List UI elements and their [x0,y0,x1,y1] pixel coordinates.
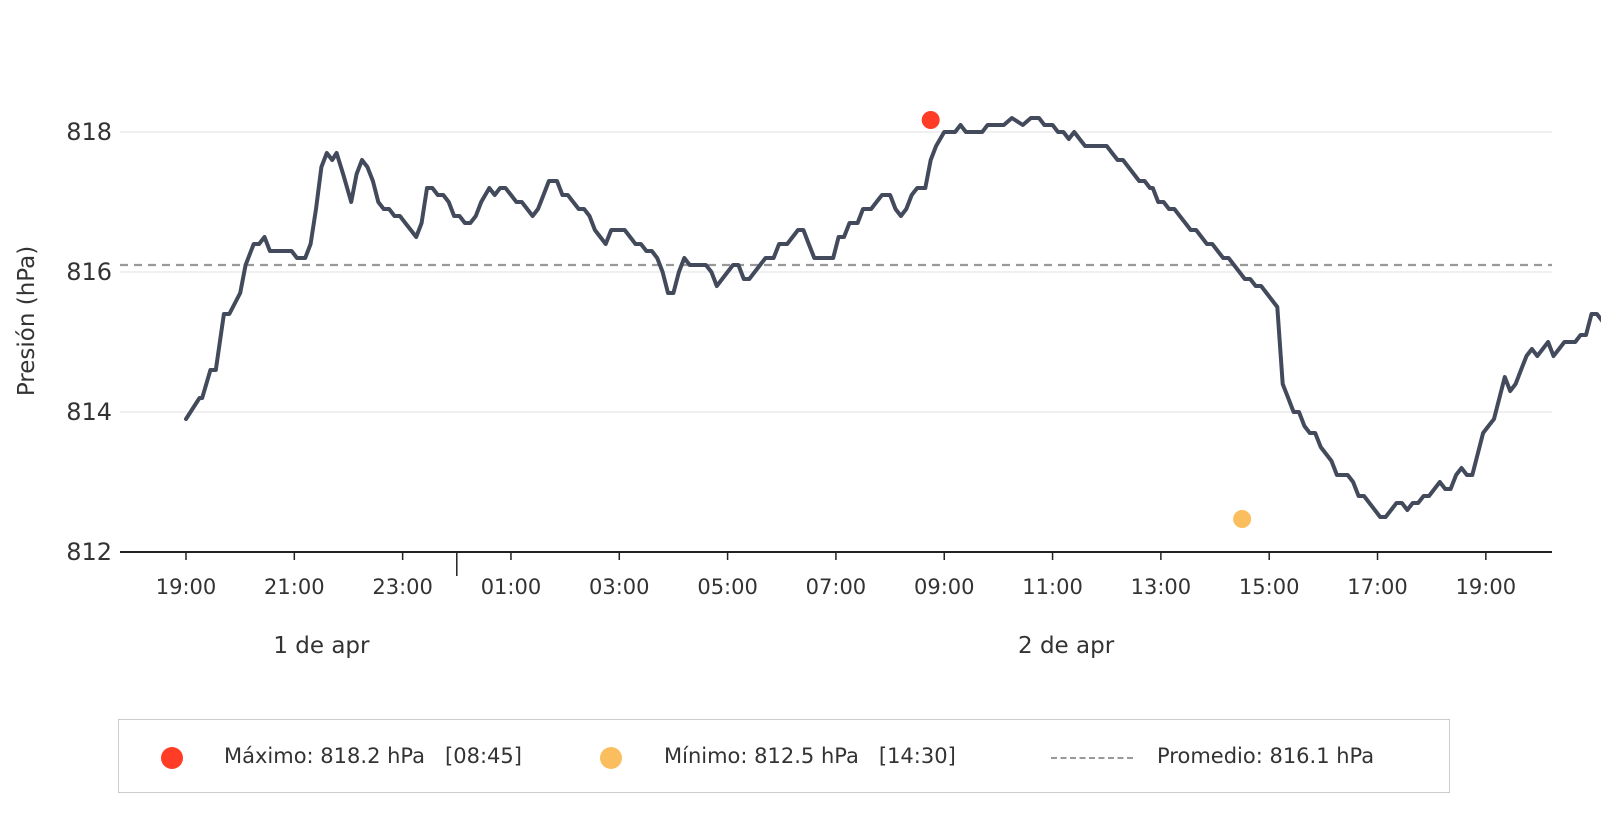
legend-average-label: Promedio: 816.1 hPa [1157,744,1375,768]
min-point-marker [1233,510,1252,528]
x-tick-label: 21:00 [264,575,325,599]
x-tick-label: 23:00 [372,575,433,599]
pressure-chart: 812 814 816 818 Presión (hPa) 19:00 21:00 23:00… [14,111,1601,659]
max-point-marker [921,111,940,129]
legend: Máximo: 818.2 hPa [08:45] Mínimo: 812.5 … [118,719,1450,793]
x-tick-label: 19:00 [156,575,217,599]
x-tick-label: 05:00 [697,575,758,599]
y-tick-label: 818 [66,118,112,146]
y-tick-label: 814 [66,398,112,426]
y-axis-label: Presión (hPa) [14,246,40,396]
date-label: 1 de apr [273,633,370,659]
pressure-series-line [184,116,1601,519]
x-tick-label: 19:00 [1456,575,1517,599]
x-tick-label: 15:00 [1239,575,1300,599]
legend-max-label: Máximo: 818.2 hPa [08:45] [224,744,522,768]
y-tick-label: 816 [66,258,112,286]
legend-average-marker [1051,757,1133,759]
x-tick-label: 09:00 [914,575,975,599]
y-tick-label: 812 [66,538,112,566]
legend-max-marker [161,747,183,769]
x-tick-label: 11:00 [1022,575,1083,599]
x-tick-label: 13:00 [1131,575,1192,599]
x-tick-label: 07:00 [806,575,867,599]
legend-min-marker [600,747,622,769]
x-tick-label: 17:00 [1347,575,1408,599]
legend-min-label: Mínimo: 812.5 hPa [14:30] [664,744,956,768]
x-tick-label: 03:00 [589,575,650,599]
x-tick-label: 01:00 [481,575,542,599]
date-label: 2 de apr [1018,633,1115,659]
